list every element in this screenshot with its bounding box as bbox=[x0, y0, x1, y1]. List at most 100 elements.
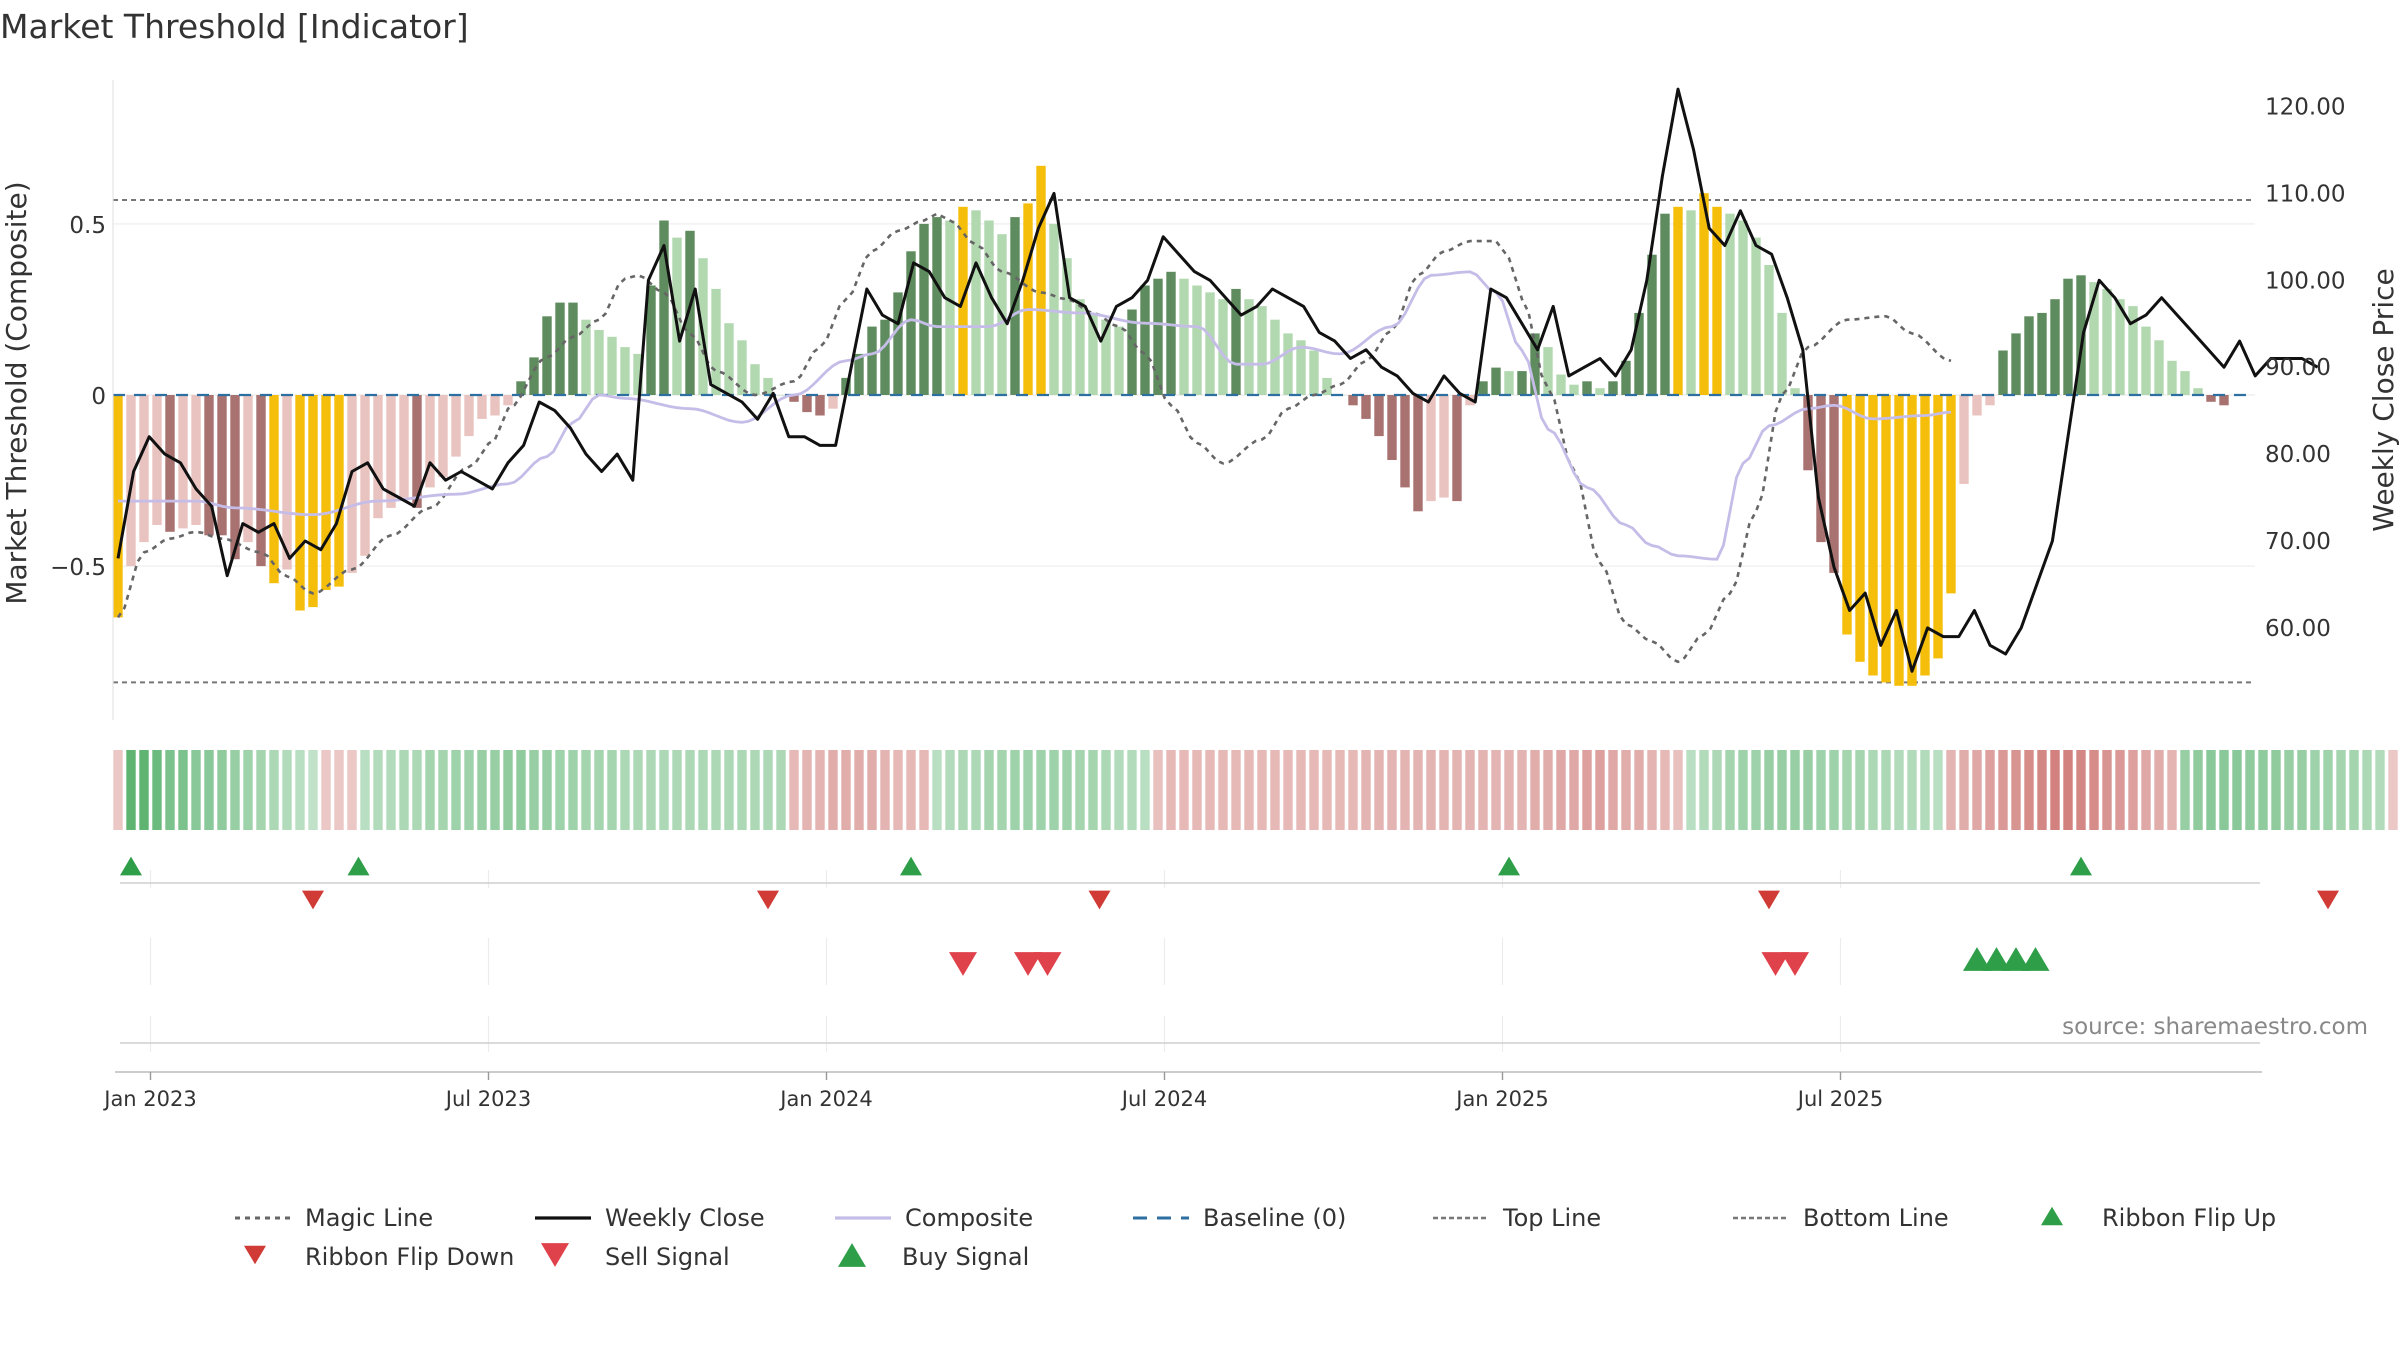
ribbon-flip-up-marker-4 bbox=[2070, 856, 2092, 876]
right-tick-label-4: 100.00 bbox=[2265, 268, 2345, 294]
histogram-bar-150 bbox=[2063, 278, 2073, 395]
ribbon-cell-53 bbox=[802, 750, 812, 830]
ribbon-cell-172 bbox=[2349, 750, 2359, 830]
ribbon-cell-125 bbox=[1738, 750, 1748, 830]
right-tick-label-1: 70.00 bbox=[2265, 529, 2331, 555]
histogram-bar-53 bbox=[802, 395, 812, 413]
histogram-bar-31 bbox=[516, 381, 526, 395]
histogram-bar-79 bbox=[1140, 285, 1150, 395]
ribbon-cell-32 bbox=[529, 750, 539, 830]
ribbon-cell-85 bbox=[1218, 750, 1228, 830]
histogram-bar-32 bbox=[529, 357, 539, 395]
histogram-bar-67 bbox=[984, 220, 994, 395]
histogram-bar-60 bbox=[893, 292, 903, 395]
ribbon-cell-106 bbox=[1491, 750, 1501, 830]
ribbon-cell-147 bbox=[2024, 750, 2034, 830]
ribbon-cell-134 bbox=[1855, 750, 1865, 830]
histogram-bar-36 bbox=[581, 319, 591, 395]
histogram-bar-108 bbox=[1517, 371, 1527, 395]
ribbon-cell-164 bbox=[2245, 750, 2255, 830]
ribbon-cell-83 bbox=[1192, 750, 1202, 830]
legend-item-buy: Buy Signal bbox=[838, 1243, 1029, 1271]
series-lines-layer bbox=[113, 87, 2319, 673]
histogram-bar-125 bbox=[1738, 220, 1748, 395]
ribbon-cell-66 bbox=[971, 750, 981, 830]
ribbon-cell-26 bbox=[451, 750, 461, 830]
ribbon-cell-170 bbox=[2323, 750, 2333, 830]
histogram-bar-109 bbox=[1530, 333, 1540, 395]
ribbon-cell-99 bbox=[1400, 750, 1410, 830]
ribbon-cell-108 bbox=[1517, 750, 1527, 830]
ribbon-cell-150 bbox=[2063, 750, 2073, 830]
histogram-bar-132 bbox=[1829, 395, 1839, 573]
histogram-bar-51 bbox=[776, 395, 786, 396]
ribbon-cell-118 bbox=[1647, 750, 1657, 830]
histogram-bar-138 bbox=[1907, 395, 1917, 686]
right-tick-label-2: 80.00 bbox=[2265, 442, 2331, 468]
histogram-bar-28 bbox=[477, 395, 487, 419]
histogram-bar-13 bbox=[282, 395, 292, 570]
left-tick-label-2: −0.5 bbox=[50, 555, 106, 581]
ribbon-cell-76 bbox=[1101, 750, 1111, 830]
histogram-bar-76 bbox=[1101, 319, 1111, 395]
ribbon-cell-95 bbox=[1348, 750, 1358, 830]
histogram-bar-7 bbox=[204, 395, 214, 536]
ribbon-flip-up-marker-3 bbox=[1498, 856, 1520, 876]
ribbon-cell-23 bbox=[412, 750, 422, 830]
ribbon-cell-159 bbox=[2180, 750, 2190, 830]
ribbon-cell-107 bbox=[1504, 750, 1514, 830]
ribbon-cell-1 bbox=[126, 750, 136, 830]
legend-swatch-flip_down bbox=[244, 1245, 266, 1265]
histogram-bar-86 bbox=[1231, 288, 1241, 395]
histogram-bar-25 bbox=[438, 395, 448, 478]
histogram-bar-157 bbox=[2154, 340, 2164, 395]
ribbon-cell-121 bbox=[1686, 750, 1696, 830]
histogram-bar-19 bbox=[360, 395, 370, 556]
histogram-bar-59 bbox=[880, 319, 890, 395]
histogram-bar-61 bbox=[906, 251, 916, 395]
ribbon-flip-down-marker-3 bbox=[1758, 890, 1780, 910]
ribbon-cell-155 bbox=[2128, 750, 2138, 830]
x-tick-label-3: Jul 2024 bbox=[1120, 1087, 1207, 1111]
histogram-bar-121 bbox=[1686, 210, 1696, 395]
histogram-bar-158 bbox=[2167, 360, 2177, 395]
ribbon-cell-10 bbox=[243, 750, 253, 830]
ribbon-cell-12 bbox=[269, 750, 279, 830]
ribbon-cell-17 bbox=[334, 750, 344, 830]
histogram-bar-42 bbox=[659, 220, 669, 395]
ribbon-cell-78 bbox=[1127, 750, 1137, 830]
histogram-bar-124 bbox=[1725, 213, 1735, 395]
ribbon-cell-161 bbox=[2206, 750, 2216, 830]
ribbon-cell-117 bbox=[1634, 750, 1644, 830]
ribbon-cell-148 bbox=[2037, 750, 2047, 830]
histogram-bar-63 bbox=[932, 217, 942, 395]
ribbon-cell-0 bbox=[113, 750, 123, 830]
ribbon-cell-132 bbox=[1829, 750, 1839, 830]
ribbon-cell-15 bbox=[308, 750, 318, 830]
histogram-bar-12 bbox=[269, 395, 279, 584]
ribbon-cell-21 bbox=[386, 750, 396, 830]
histogram-bar-129 bbox=[1790, 388, 1800, 395]
ribbon-cell-135 bbox=[1868, 750, 1878, 830]
legend-item-close: Weekly Close bbox=[535, 1204, 765, 1232]
histogram-bar-20 bbox=[373, 395, 383, 519]
ribbon-cell-144 bbox=[1985, 750, 1995, 830]
ribbon-cell-142 bbox=[1959, 750, 1969, 830]
histogram-bar-0 bbox=[113, 395, 123, 618]
histogram-bar-106 bbox=[1491, 367, 1501, 395]
histogram-bar-107 bbox=[1504, 371, 1514, 395]
histogram-bar-55 bbox=[828, 395, 838, 409]
histogram-bar-156 bbox=[2141, 326, 2151, 395]
histogram-bar-45 bbox=[698, 258, 708, 395]
ribbon-cell-74 bbox=[1075, 750, 1085, 830]
histogram-bar-131 bbox=[1816, 395, 1826, 543]
ribbon-cell-109 bbox=[1530, 750, 1540, 830]
ribbon-cell-175 bbox=[2388, 750, 2398, 830]
composite-line bbox=[118, 270, 1952, 561]
ribbon-cell-48 bbox=[737, 750, 747, 830]
x-tick-label-4: Jan 2025 bbox=[1454, 1087, 1549, 1111]
histogram-bar-73 bbox=[1062, 258, 1072, 395]
histogram-bar-46 bbox=[711, 288, 721, 395]
histogram-bar-22 bbox=[399, 395, 409, 498]
ribbon-cell-61 bbox=[906, 750, 916, 830]
